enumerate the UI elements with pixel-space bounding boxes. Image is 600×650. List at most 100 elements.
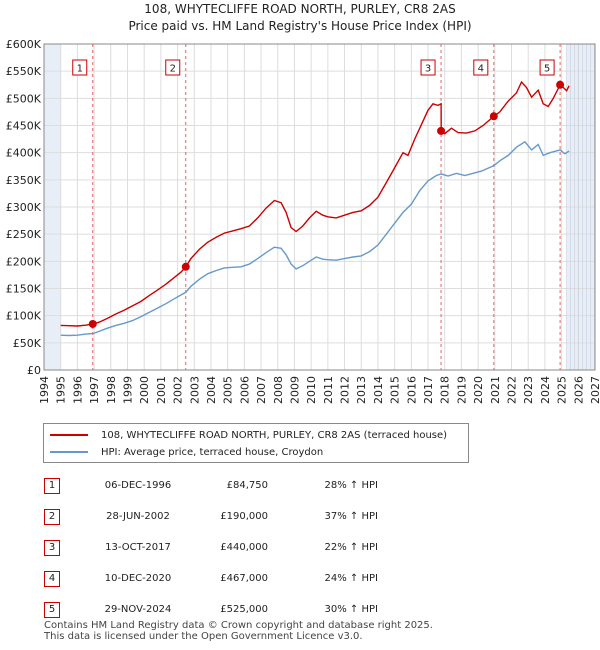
x-tick-label: 1999	[121, 376, 134, 404]
x-tick-label: 2014	[372, 376, 385, 404]
chart-title: 108, WHYTECLIFFE ROAD NORTH, PURLEY, CR8…	[144, 2, 456, 16]
y-tick-label: £450K	[6, 120, 42, 133]
transactions-table: 1 06-DEC-1996 £84,750 28% ↑ HPI 2 28-JUN…	[44, 470, 378, 625]
sale-date: 13-OCT-2017	[105, 542, 171, 553]
x-tick-label: 1995	[55, 376, 68, 404]
y-tick-label: £250K	[6, 228, 42, 241]
x-tick-label: 2008	[272, 376, 285, 404]
y-tick-label: £0	[27, 364, 41, 377]
footer-line-copyright: Contains HM Land Registry data © Crown c…	[44, 620, 433, 631]
sale-hpi-change: 24% ↑ HPI	[324, 573, 378, 584]
sale-price: £467,000	[220, 573, 268, 584]
x-tick-label: 2023	[522, 376, 535, 404]
x-tick-label: 2000	[138, 376, 151, 404]
sale-number-badge: 1	[44, 477, 60, 494]
x-tick-label: 2027	[589, 376, 600, 404]
legend-item-property: 108, WHYTECLIFFE ROAD NORTH, PURLEY, CR8…	[50, 427, 447, 443]
x-tick-label: 2015	[389, 376, 402, 404]
plot-frame	[43, 43, 596, 371]
y-tick-label: £350K	[6, 174, 42, 187]
y-tick-label: £150K	[6, 283, 42, 296]
x-tick-label: 2011	[322, 376, 335, 404]
y-tick-label: £100K	[6, 310, 42, 323]
legend-label-property: 108, WHYTECLIFFE ROAD NORTH, PURLEY, CR8…	[101, 429, 448, 441]
sale-price: £525,000	[220, 604, 268, 615]
sale-number-box	[165, 59, 181, 76]
x-tick-label: 2004	[205, 376, 218, 404]
sale-hpi-change: 30% ↑ HPI	[324, 604, 378, 615]
legend-swatch-hpi	[50, 451, 88, 453]
x-tick-label: 2017	[422, 376, 435, 404]
y-tick-label: £50K	[13, 337, 42, 350]
x-tick-label: 2007	[255, 376, 268, 404]
footer-line-licence: This data is licensed under the Open Gov…	[44, 631, 363, 642]
x-tick-label: 2013	[355, 376, 368, 404]
x-tick-label: 2010	[305, 376, 318, 404]
sale-number-box	[473, 59, 489, 76]
sale-number-box	[539, 59, 555, 76]
table-row: 5 29-NOV-2024 £525,000 30% ↑ HPI	[44, 594, 378, 625]
x-tick-label: 1998	[105, 376, 118, 404]
sale-date: 10-DEC-2020	[104, 573, 172, 584]
x-tick-label: 2020	[472, 376, 485, 404]
sale-number-label: 5	[544, 64, 550, 75]
sale-hpi-change: 37% ↑ HPI	[324, 511, 378, 522]
legend-item-hpi: HPI: Average price, terraced house, Croy…	[50, 444, 323, 460]
x-tick-label: 2021	[489, 376, 502, 404]
x-tick-label: 2022	[506, 376, 519, 404]
chart-legend: 108, WHYTECLIFFE ROAD NORTH, PURLEY, CR8…	[43, 423, 469, 463]
x-tick-label: 2016	[405, 376, 418, 404]
price-chart: 1 2 3 4 5 £0 £50K £100K £150K £200K £250K £300K £350…	[6, 38, 600, 404]
sale-point	[489, 112, 498, 121]
x-tick-label: 2003	[188, 376, 201, 404]
table-row: 1 06-DEC-1996 £84,750 28% ↑ HPI	[44, 470, 378, 501]
sale-number-label: 3	[425, 64, 431, 75]
x-tick-label: 2005	[222, 376, 235, 404]
series-line	[60, 80, 570, 327]
sale-point	[181, 262, 190, 271]
sale-number-box	[420, 59, 436, 76]
sale-point	[88, 319, 97, 328]
sale-hpi-change: 22% ↑ HPI	[324, 542, 378, 553]
sale-number-label: 2	[170, 64, 176, 75]
sale-point	[437, 126, 446, 135]
sale-price: £84,750	[226, 480, 268, 491]
table-row: 2 28-JUN-2002 £190,000 37% ↑ HPI	[44, 501, 378, 532]
sale-date: 06-DEC-1996	[104, 480, 172, 491]
sale-number-badge: 5	[44, 601, 60, 618]
table-row: 4 10-DEC-2020 £467,000 24% ↑ HPI	[44, 563, 378, 594]
x-tick-label: 2019	[455, 376, 468, 404]
x-tick-label: 1994	[38, 376, 51, 404]
legend-label-hpi: HPI: Average price, terraced house, Croy…	[101, 446, 324, 458]
sale-number-label: 1	[77, 64, 83, 75]
sale-number-badge: 3	[44, 539, 60, 556]
sale-number-label: 4	[478, 64, 484, 75]
y-tick-label: £600K	[6, 38, 42, 51]
sale-point	[556, 80, 565, 89]
x-tick-label: 2018	[439, 376, 452, 404]
y-tick-label: £300K	[6, 201, 42, 214]
x-tick-label: 2001	[155, 376, 168, 404]
footer-attribution: Contains HM Land Registry data © Crown c…	[44, 620, 433, 642]
series-line	[60, 140, 570, 337]
x-tick-label: 2006	[238, 376, 251, 404]
sale-price: £440,000	[220, 542, 268, 553]
x-tick-label: 2026	[572, 376, 585, 404]
y-tick-label: £400K	[6, 147, 42, 160]
legend-swatch-property	[50, 434, 88, 436]
x-tick-label: 2002	[172, 376, 185, 404]
x-tick-label: 2024	[539, 376, 552, 404]
table-row: 3 13-OCT-2017 £440,000 22% ↑ HPI	[44, 532, 378, 563]
x-tick-label: 2012	[339, 376, 352, 404]
sale-date: 28-JUN-2002	[106, 511, 170, 522]
sale-number-badge: 4	[44, 570, 60, 587]
sale-hpi-change: 28% ↑ HPI	[324, 480, 378, 491]
sale-number-box	[72, 59, 88, 76]
x-tick-label: 2025	[556, 376, 569, 404]
x-tick-label: 1996	[71, 376, 84, 404]
y-tick-label: £500K	[6, 92, 42, 105]
x-tick-label: 1997	[88, 376, 101, 404]
chart-subtitle: Price paid vs. HM Land Registry's House …	[128, 19, 472, 33]
y-tick-label: £550K	[6, 65, 42, 78]
sale-number-badge: 2	[44, 508, 60, 525]
